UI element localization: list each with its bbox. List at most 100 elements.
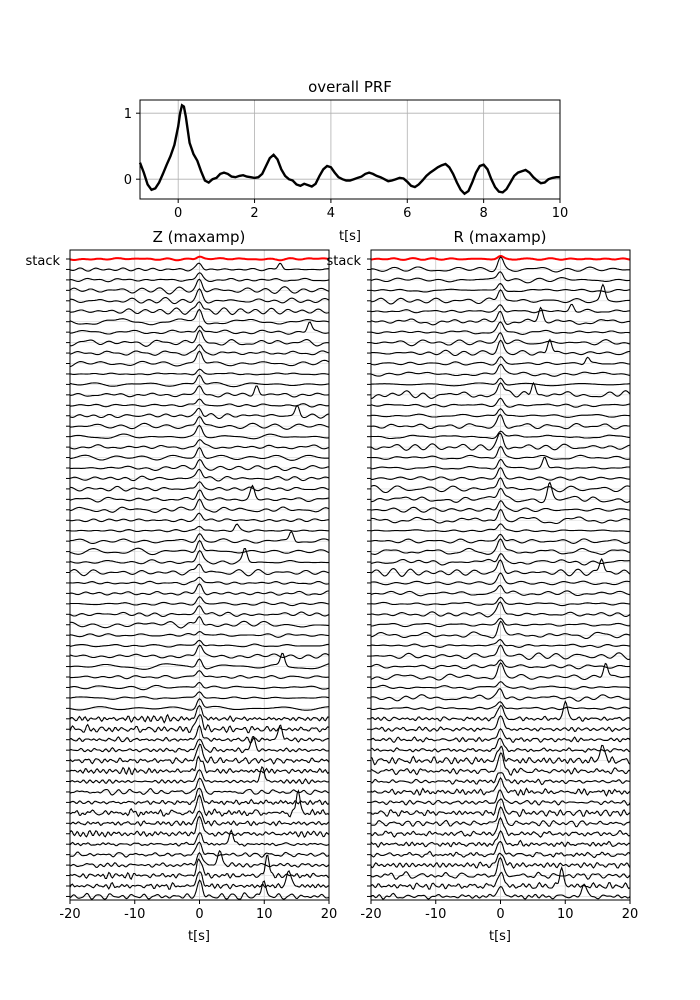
r-trace (370, 500, 631, 513)
z-trace (69, 644, 330, 660)
r-trace (370, 715, 631, 733)
prf-xtick-label: 6 (403, 206, 411, 221)
z-trace (69, 368, 330, 376)
z-trace (69, 523, 329, 533)
r-trace (370, 659, 631, 670)
r-trace (371, 303, 631, 314)
r-trace (370, 271, 631, 284)
r-ticks: -20 -10 0 10 20 (360, 258, 638, 922)
z-trace (69, 446, 329, 461)
r-panel: R (maxamp) -20 -10 0 10 20 stack t[s] (326, 228, 638, 944)
z-trace (69, 670, 329, 680)
z-trace (69, 735, 330, 754)
z-trace (69, 652, 330, 670)
r-trace (370, 700, 631, 723)
z-trace (69, 698, 330, 711)
z-grid (69, 250, 330, 900)
r-trace (370, 533, 631, 544)
r-xtick-label: 0 (496, 907, 504, 922)
z-trace (69, 583, 329, 596)
r-trace (370, 432, 631, 451)
r-trace (370, 601, 631, 618)
z-trace (69, 481, 330, 492)
z-trace (69, 691, 330, 700)
z-trace (69, 530, 330, 544)
r-trace (370, 306, 630, 326)
z-trace (69, 288, 330, 305)
z-trace (69, 605, 330, 618)
z-trace (69, 321, 330, 335)
r-trace (370, 321, 631, 335)
z-xtick-label: -10 (124, 907, 145, 922)
z-trace (69, 308, 330, 326)
r-trace (370, 508, 631, 525)
prf-ticks: 0 2 4 6 8 10 0 1 (124, 107, 569, 221)
r-trace (370, 752, 631, 777)
r-trace (370, 866, 631, 891)
z-ticks: -20 -10 0 10 20 (59, 258, 338, 922)
r-trace (370, 816, 631, 838)
r-trace (370, 662, 631, 681)
r-trace (370, 737, 631, 753)
r-trace (370, 701, 631, 711)
prf-title: overall PRF (308, 78, 392, 96)
z-trace (69, 563, 330, 577)
z-trace (69, 815, 330, 838)
z-xlabel: t[s] (188, 929, 210, 944)
z-title: Z (maxamp) (153, 228, 246, 246)
r-trace (370, 377, 631, 387)
z-trace (69, 458, 330, 472)
z-trace (69, 714, 330, 734)
z-trace (69, 743, 330, 765)
prf-xlabel: t[s] (339, 229, 361, 244)
z-trace (69, 854, 330, 881)
z-xtick-label: 10 (256, 907, 273, 922)
r-trace (370, 538, 631, 555)
z-trace (69, 704, 330, 724)
r-trace (370, 338, 631, 357)
z-trace (69, 262, 330, 272)
prf-xtick-label: 4 (327, 206, 335, 221)
z-trace (69, 278, 330, 295)
r-trace (370, 852, 631, 869)
r-trace (370, 477, 631, 494)
z-trace (69, 849, 330, 868)
r-trace (370, 456, 631, 470)
r-trace (370, 356, 631, 366)
r-trace (370, 789, 631, 806)
r-trace (370, 883, 631, 900)
z-stack-label: stack (25, 254, 60, 269)
z-trace (69, 539, 330, 556)
r-trace (370, 617, 631, 628)
r-xtick-label: 10 (557, 907, 574, 922)
z-trace (69, 548, 329, 565)
r-xtick-label: -10 (425, 907, 446, 922)
z-trace (69, 787, 330, 806)
r-traces (370, 254, 631, 900)
r-trace (370, 572, 631, 586)
z-trace (69, 789, 330, 818)
z-trace (69, 468, 330, 482)
r-trace (370, 772, 631, 786)
r-xtick-label: -20 (360, 907, 381, 922)
r-trace (370, 798, 631, 818)
z-trace (70, 301, 330, 316)
r-trace (370, 363, 631, 377)
z-trace (69, 869, 330, 890)
prf-xtick-label: 8 (479, 206, 487, 221)
z-trace (69, 724, 330, 744)
z-stack-trace (69, 255, 330, 262)
z-traces (69, 255, 330, 900)
r-trace (370, 776, 631, 797)
r-trace (370, 728, 631, 743)
z-xtick-label: 20 (321, 907, 338, 922)
prf-panel: overall PRF 0 2 4 6 8 10 0 1 t[s] (124, 78, 569, 244)
z-trace (70, 385, 330, 398)
r-trace (370, 856, 631, 880)
r-xlabel: t[s] (489, 929, 511, 944)
z-trace (69, 755, 330, 776)
z-trace (69, 398, 330, 408)
prf-ytick-label: 1 (124, 107, 132, 122)
r-trace (370, 414, 630, 430)
